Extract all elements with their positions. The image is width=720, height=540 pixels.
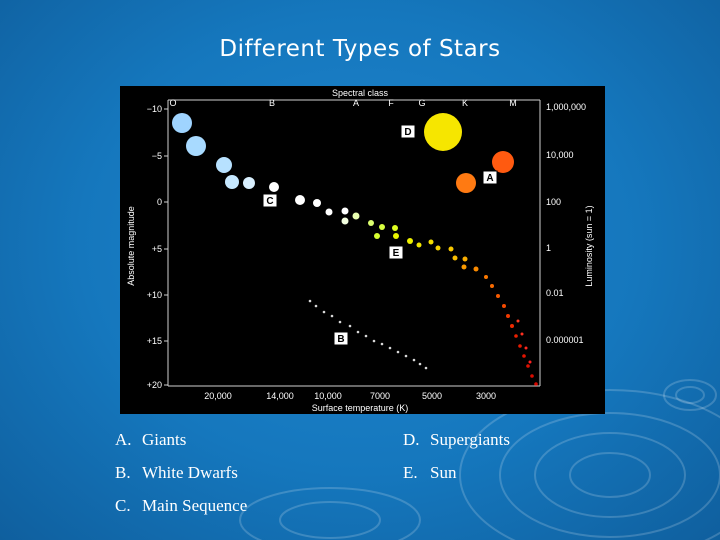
white-dwarf-stars — [308, 299, 428, 370]
slide-title: Different Types of Stars — [219, 36, 501, 62]
spectral-class-F: F — [388, 98, 394, 108]
label-box-A — [482, 170, 498, 185]
luminosity-tick: 1,000,000 — [546, 102, 586, 112]
magnitude-tick: +15 — [147, 336, 162, 346]
label-box-E — [388, 245, 404, 260]
luminosity-tick: 10,000 — [546, 150, 574, 160]
answer-letter: B. — [115, 463, 131, 482]
answer-text: Main Sequence — [142, 496, 248, 515]
magnitude-tick: +5 — [152, 244, 162, 254]
magnitude-tick: +20 — [147, 380, 162, 390]
bottom-axis-title: Surface temperature (K) — [312, 403, 409, 413]
answer-letter: A. — [115, 430, 132, 449]
magnitude-tick: +10 — [147, 290, 162, 300]
spectral-class-M: M — [509, 98, 517, 108]
answer-item: B. White Dwarfs — [115, 463, 238, 483]
hr-diagram: Spectral class Surface temperature (K) A… — [120, 86, 605, 414]
answer-text: Sun — [430, 463, 457, 482]
temperature-tick: 3000 — [476, 391, 496, 401]
magnitude-tick: −10 — [147, 104, 162, 114]
temperature-tick: 14,000 — [266, 391, 294, 401]
spectral-class-K: K — [462, 98, 468, 108]
answer-item: C. Main Sequence — [115, 496, 247, 516]
right-axis-title: Luminosity (sun = 1) — [584, 205, 594, 286]
answer-text: White Dwarfs — [142, 463, 238, 482]
top-axis-title: Spectral class — [332, 88, 389, 98]
answer-letter: E. — [403, 463, 418, 482]
label-A: A — [486, 173, 493, 184]
temperature-tick: 20,000 — [204, 391, 232, 401]
luminosity-tick: 0.01 — [546, 288, 564, 298]
hr-diagram-svg: Spectral class Surface temperature (K) A… — [126, 88, 594, 413]
spectral-class-A: A — [353, 98, 359, 108]
label-box-B — [333, 331, 349, 346]
temperature-tick: 7000 — [370, 391, 390, 401]
answer-item: A. Giants — [115, 430, 186, 450]
giant-star — [492, 151, 514, 173]
answer-letter: D. — [403, 430, 420, 449]
label-B: B — [337, 334, 344, 345]
spectral-class-O: O — [169, 98, 176, 108]
answer-letter: C. — [115, 496, 131, 515]
temperature-tick: 5000 — [422, 391, 442, 401]
label-E: E — [393, 248, 400, 259]
luminosity-tick: 100 — [546, 197, 561, 207]
label-C: C — [266, 196, 273, 207]
spectral-class-G: G — [418, 98, 425, 108]
luminosity-tick: 1 — [546, 243, 551, 253]
supergiant-star — [424, 113, 462, 151]
magnitude-tick: 0 — [157, 197, 162, 207]
label-box-D — [400, 124, 416, 139]
answer-text: Giants — [142, 430, 187, 449]
spectral-class-B: B — [269, 98, 275, 108]
luminosity-tick: 0.000001 — [546, 335, 584, 345]
answer-item: D. Supergiants — [403, 430, 510, 450]
answer-text: Supergiants — [430, 430, 510, 449]
magnitude-tick: −5 — [152, 151, 162, 161]
main-sequence-stars — [172, 113, 538, 386]
temperature-tick: 10,000 — [314, 391, 342, 401]
left-axis-title: Absolute magnitude — [126, 206, 136, 286]
label-box-C — [262, 193, 278, 208]
giant-star — [456, 173, 476, 193]
answer-item: E. Sun — [403, 463, 456, 483]
label-D: D — [404, 127, 411, 138]
